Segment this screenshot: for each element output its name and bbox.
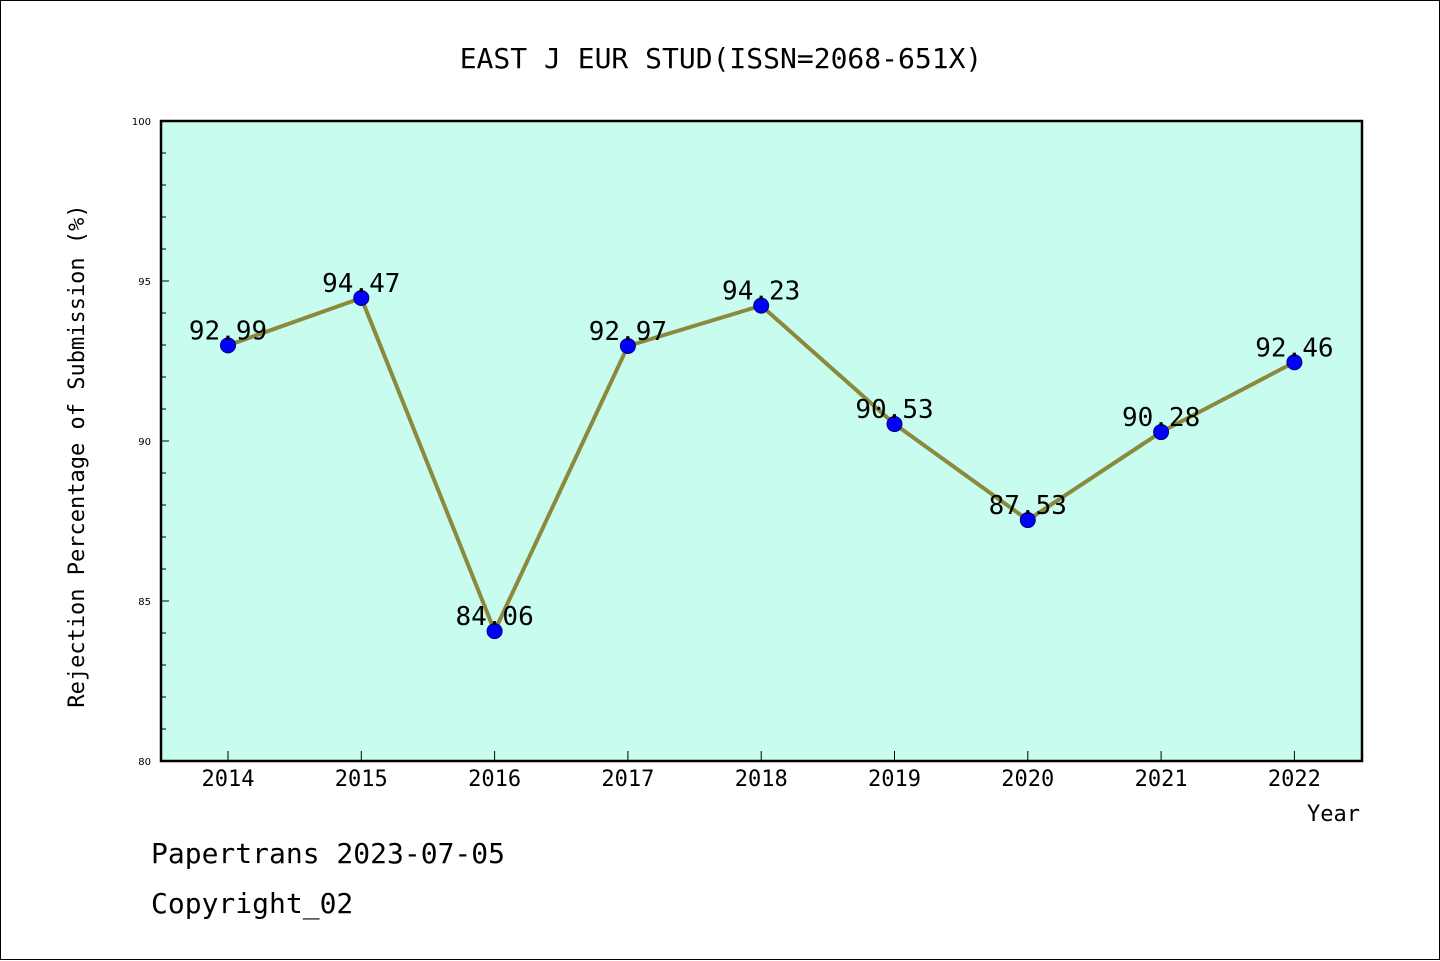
data-label: 94.47	[322, 269, 400, 299]
x-tick-label: 2018	[735, 767, 788, 792]
data-point-marker	[753, 297, 770, 314]
data-point-marker	[1019, 512, 1036, 529]
data-point-marker	[353, 289, 370, 306]
x-tick-label: 2016	[468, 767, 521, 792]
y-tick-label: 80	[138, 757, 151, 768]
data-point-marker	[886, 416, 903, 433]
x-axis-ticks: 2014 2015 2016 2017 2018 2019 2020 2021 2022	[202, 751, 1321, 792]
x-tick-label: 2017	[601, 767, 654, 792]
data-label: 94.23	[722, 277, 800, 307]
data-labels: 92.99 94.47 84.06 92.97 94.23 90.53 87.53 90.28…	[189, 269, 1334, 632]
x-tick-label: 2014	[202, 767, 255, 792]
data-label: 92.99	[189, 316, 267, 346]
data-point-marker	[220, 337, 236, 354]
footer-copyright-text: Copyright_02	[151, 887, 354, 920]
data-label: 90.53	[855, 395, 933, 425]
series-markers	[220, 289, 1303, 640]
footer-date-text: Papertrans 2023-07-05	[151, 837, 506, 870]
data-point-marker	[486, 623, 503, 640]
data-label: 92.46	[1255, 333, 1333, 363]
data-label: 84.06	[455, 602, 533, 632]
data-label: 87.53	[989, 491, 1067, 521]
x-tick-label: 2022	[1268, 767, 1321, 792]
data-point-marker	[619, 337, 636, 354]
y-axis-label: Rejection Percentage of Submission (%)	[65, 204, 90, 707]
y-tick-label: 85	[138, 597, 151, 608]
data-label: 92.97	[589, 317, 667, 347]
y-tick-label: 100	[132, 117, 151, 128]
plot-area	[161, 121, 1362, 761]
data-label: 90.28	[1122, 403, 1200, 433]
y-tick-label: 95	[138, 277, 151, 288]
x-tick-label: 2020	[1001, 767, 1054, 792]
x-axis-label: Year	[1307, 802, 1360, 827]
data-point-marker	[1286, 354, 1303, 371]
data-point-marker	[1153, 424, 1170, 441]
y-tick-label: 90	[138, 437, 151, 448]
x-tick-label: 2021	[1135, 767, 1188, 792]
x-tick-label: 2019	[868, 767, 921, 792]
x-tick-label: 2015	[335, 767, 388, 792]
chart-title: EAST J EUR STUD(ISSN=2068-651X)	[460, 42, 983, 75]
plot-border	[159, 119, 1364, 763]
